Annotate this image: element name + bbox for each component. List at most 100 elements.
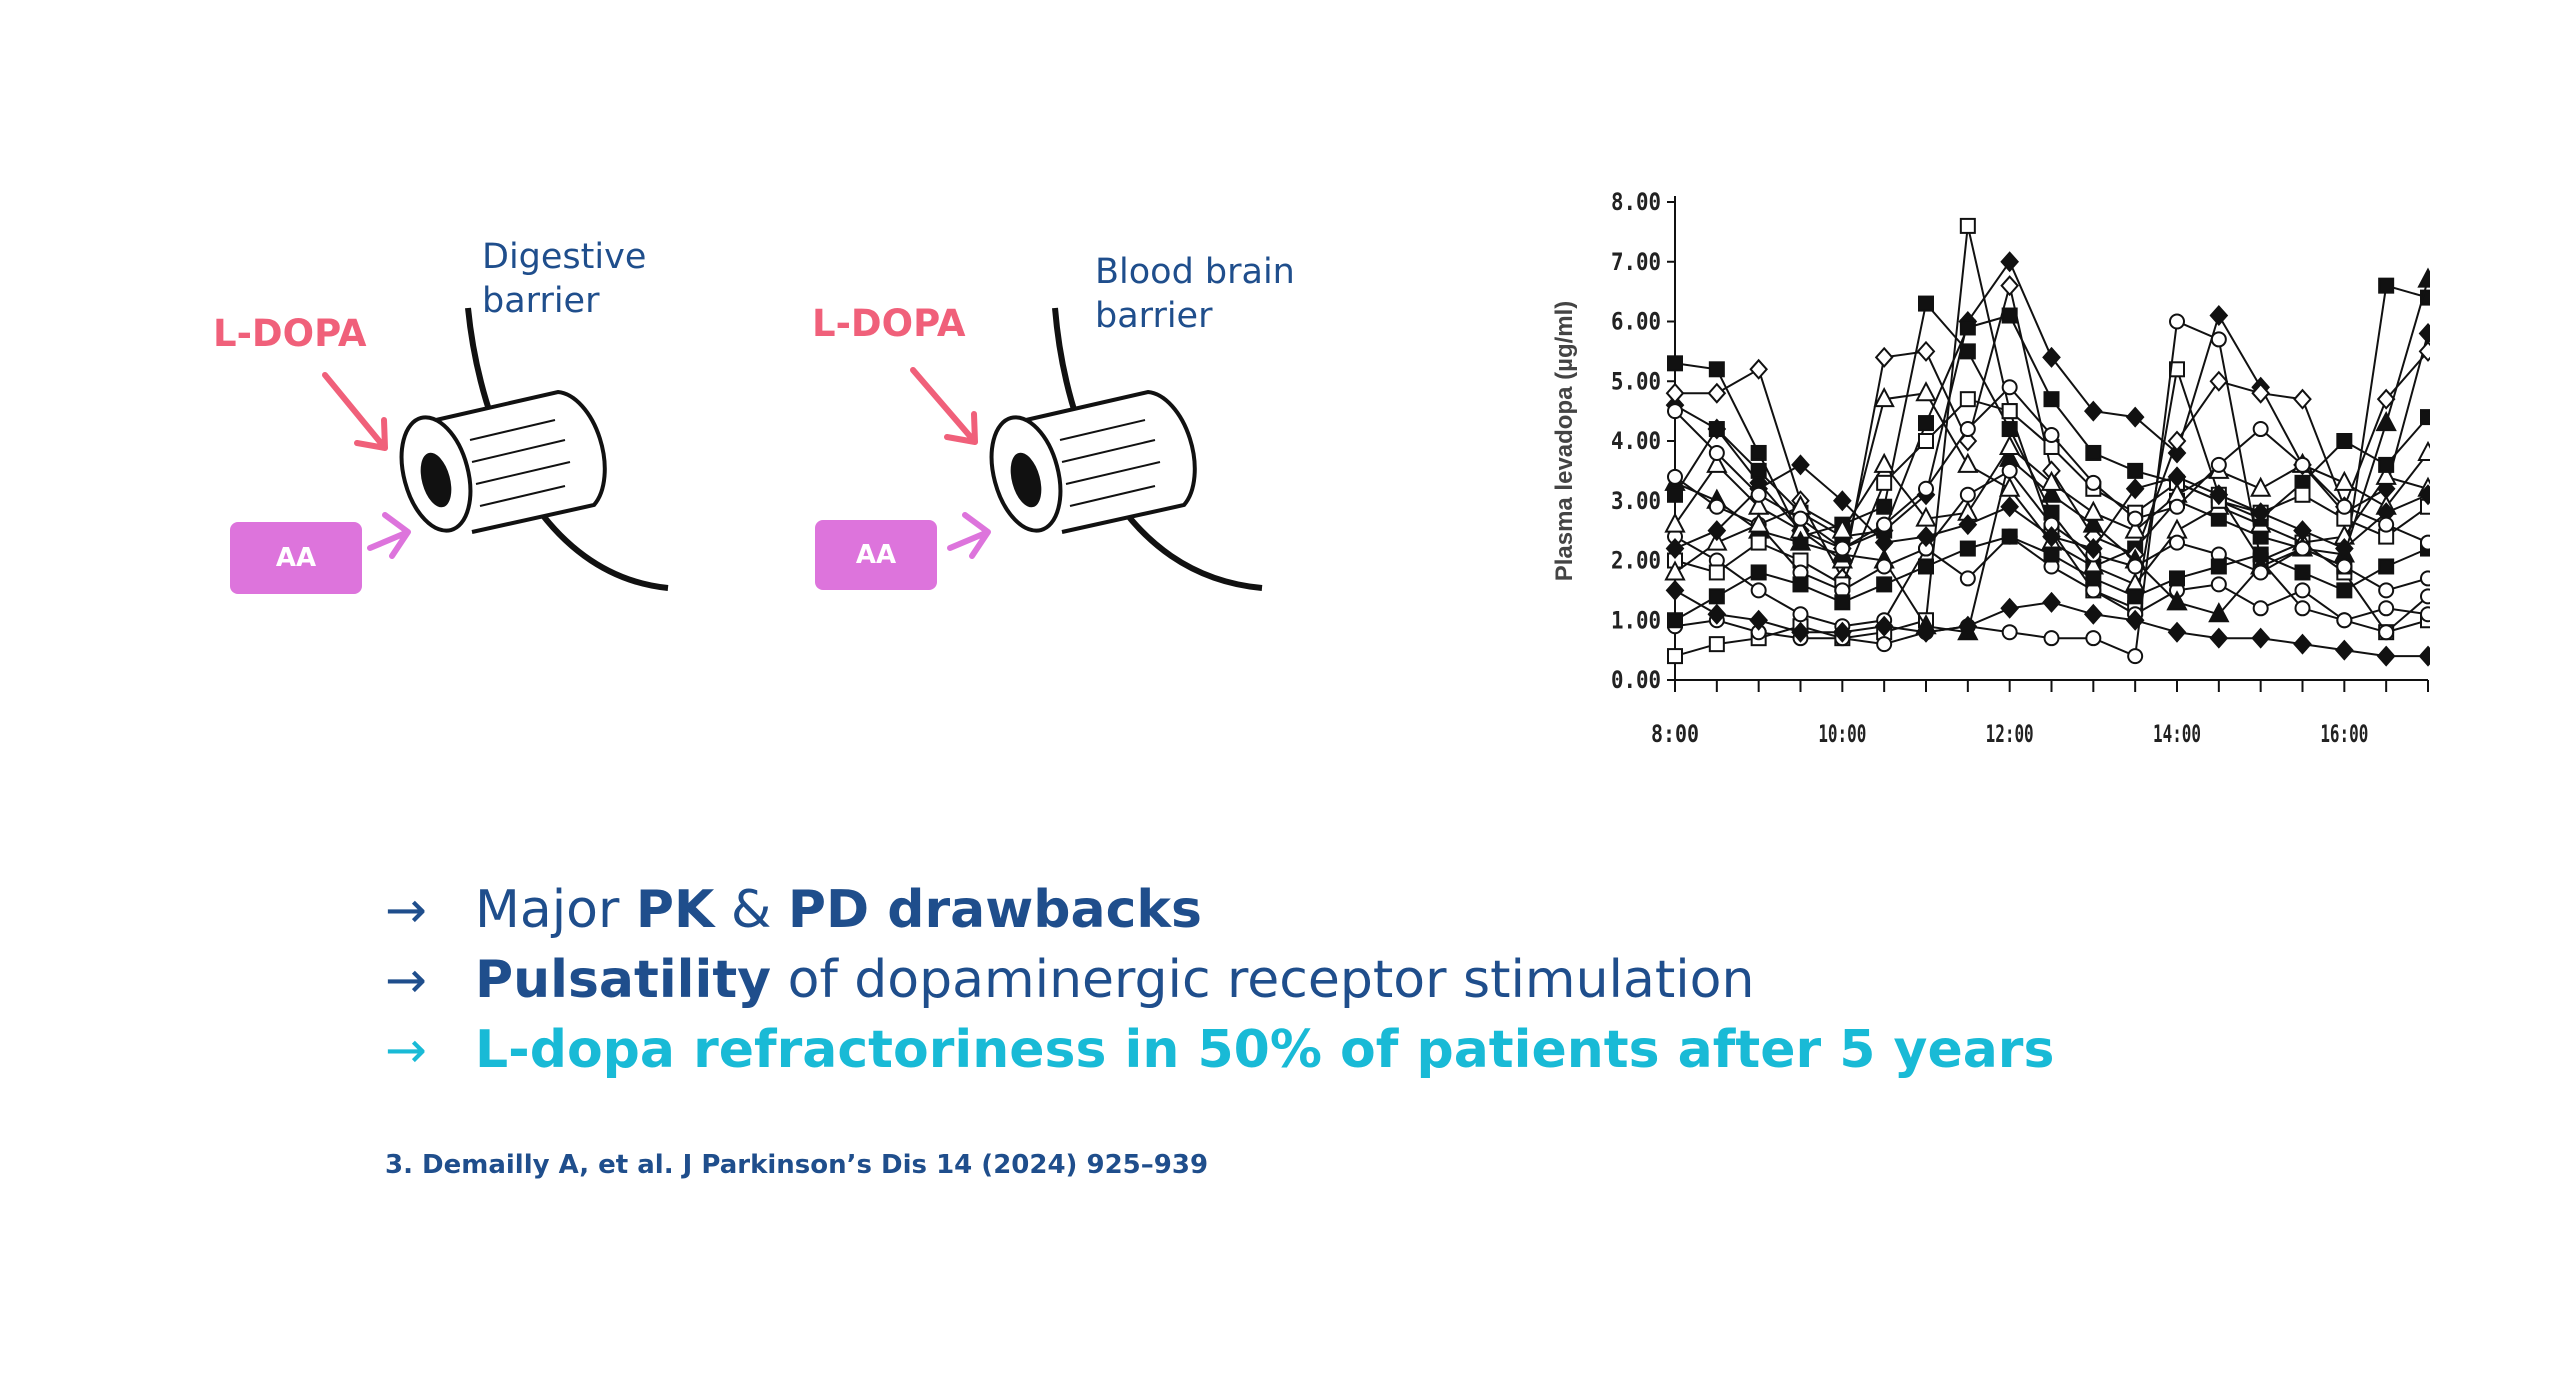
data-point: [2420, 606, 2436, 623]
y-tick-label: 5.00: [1611, 367, 1661, 395]
data-point: [2082, 512, 2104, 533]
data-point: [1708, 421, 1725, 438]
data-point: [1750, 462, 1767, 479]
bullet-bold-text: Pulsatility: [475, 950, 772, 1010]
data-point: [2082, 500, 2104, 521]
bullet-item: → Major PK & PD drawbacks: [385, 875, 2285, 945]
y-tick-label: 1.00: [1611, 606, 1661, 634]
data-point: [2293, 388, 2312, 410]
data-point: [1874, 346, 1894, 368]
data-point: [2083, 538, 2103, 560]
data-point: [2251, 502, 2271, 524]
y-tick-label: 4.00: [1611, 427, 1661, 455]
bullet-plain-text: of dopaminergic receptor stimulation: [771, 950, 1755, 1010]
data-point: [2042, 346, 2061, 368]
data-point: [2420, 409, 2436, 426]
x-tick-label: 8:00: [1651, 720, 1699, 748]
data-point: [1792, 576, 1809, 593]
data-point: [1667, 355, 1683, 372]
data-point: [2420, 570, 2436, 587]
data-point: [2336, 433, 2353, 449]
data-point: [2294, 540, 2311, 557]
data-point: [1792, 510, 1809, 527]
data-point: [2293, 633, 2312, 655]
y-tick-label: 2.00: [1611, 547, 1661, 575]
data-point: [2294, 582, 2311, 599]
data-point: [1916, 340, 1936, 362]
aa-arrow-icon: [367, 512, 411, 559]
data-point: [2375, 410, 2397, 432]
bullet-plain-text: Major: [475, 880, 636, 940]
data-point: [2252, 564, 2269, 581]
aa-box-right: AA: [815, 520, 937, 590]
data-point: [1999, 434, 2021, 455]
data-point: [1750, 444, 1767, 461]
bullet-bold-text: L-dopa refractoriness in 50% of patients…: [475, 1020, 2055, 1080]
data-point: [2043, 546, 2060, 563]
data-point: [1750, 534, 1767, 551]
data-point: [2127, 558, 2144, 575]
data-point: [1708, 588, 1725, 605]
data-point: [1791, 454, 1810, 476]
ldopa-label-left: L-DOPA: [213, 312, 367, 355]
data-point: [2417, 440, 2439, 461]
data-point: [2378, 582, 2395, 599]
data-point: [1789, 530, 1812, 551]
y-tick-label: 0.00: [1611, 666, 1661, 694]
data-point: [2418, 645, 2438, 667]
data-point: [1792, 606, 1809, 623]
arrow-icon: →: [385, 951, 427, 1009]
data-point: [2251, 382, 2271, 404]
data-point: [1876, 636, 1893, 653]
data-point: [2085, 444, 2102, 461]
reference-citation: 3. Demailly A, et al. J Parkinson’s Dis …: [385, 1150, 1209, 1180]
data-point: [1832, 621, 1852, 643]
data-point: [2125, 609, 2145, 631]
data-point: [2209, 484, 2229, 506]
data-point: [1708, 498, 1725, 515]
data-point: [1915, 381, 1937, 402]
data-point: [2333, 470, 2355, 491]
data-point: [2251, 627, 2271, 649]
data-point: [1876, 558, 1893, 575]
data-point: [2210, 576, 2227, 593]
data-point: [1665, 579, 1685, 601]
arrow-icon: →: [385, 881, 427, 939]
y-tick-label: 8.00: [1611, 188, 1661, 216]
data-point: [2043, 630, 2060, 647]
series-line: [1674, 279, 2429, 634]
data-point: [1918, 558, 1934, 575]
data-point: [2378, 600, 2395, 617]
data-point: [2000, 496, 2020, 518]
data-point: [2040, 482, 2063, 503]
data-point: [2000, 597, 2020, 619]
data-point: [2252, 600, 2269, 617]
data-point: [2127, 510, 2144, 527]
data-point: [2125, 478, 2145, 500]
data-point: [2043, 427, 2060, 444]
x-tick-label: 10:00: [1818, 720, 1866, 748]
data-point: [1959, 343, 1976, 360]
data-point: [1750, 564, 1767, 581]
chart-svg: 0.00 1.00 2.00 3.00 4.00 5.00 6.00 7.00 8.00 8:00…: [1551, 188, 2439, 748]
data-point: [1749, 609, 1769, 631]
data-point: [2001, 624, 2018, 641]
data-point: [2336, 582, 2353, 599]
data-point: [1832, 490, 1852, 512]
data-point: [1706, 452, 1728, 473]
data-point: [1918, 433, 1934, 449]
data-point: [1959, 570, 1976, 587]
data-point: [2209, 305, 2229, 327]
data-point: [2042, 591, 2061, 613]
bullet-item: → Pulsatility of dopaminergic receptor st…: [385, 945, 2285, 1015]
data-point: [1957, 452, 1979, 473]
cylinder-icon: [989, 389, 1197, 534]
bullet-text: L-dopa refractoriness in 50% of patients…: [475, 1020, 2054, 1080]
data-point: [1959, 486, 1976, 503]
data-point: [1667, 486, 1683, 503]
data-point: [1748, 512, 1770, 533]
data-point: [1667, 468, 1683, 485]
digestive-barrier-label: Digestive barrier: [482, 237, 647, 321]
data-point: [2334, 538, 2354, 560]
data-point: [2001, 307, 2018, 324]
